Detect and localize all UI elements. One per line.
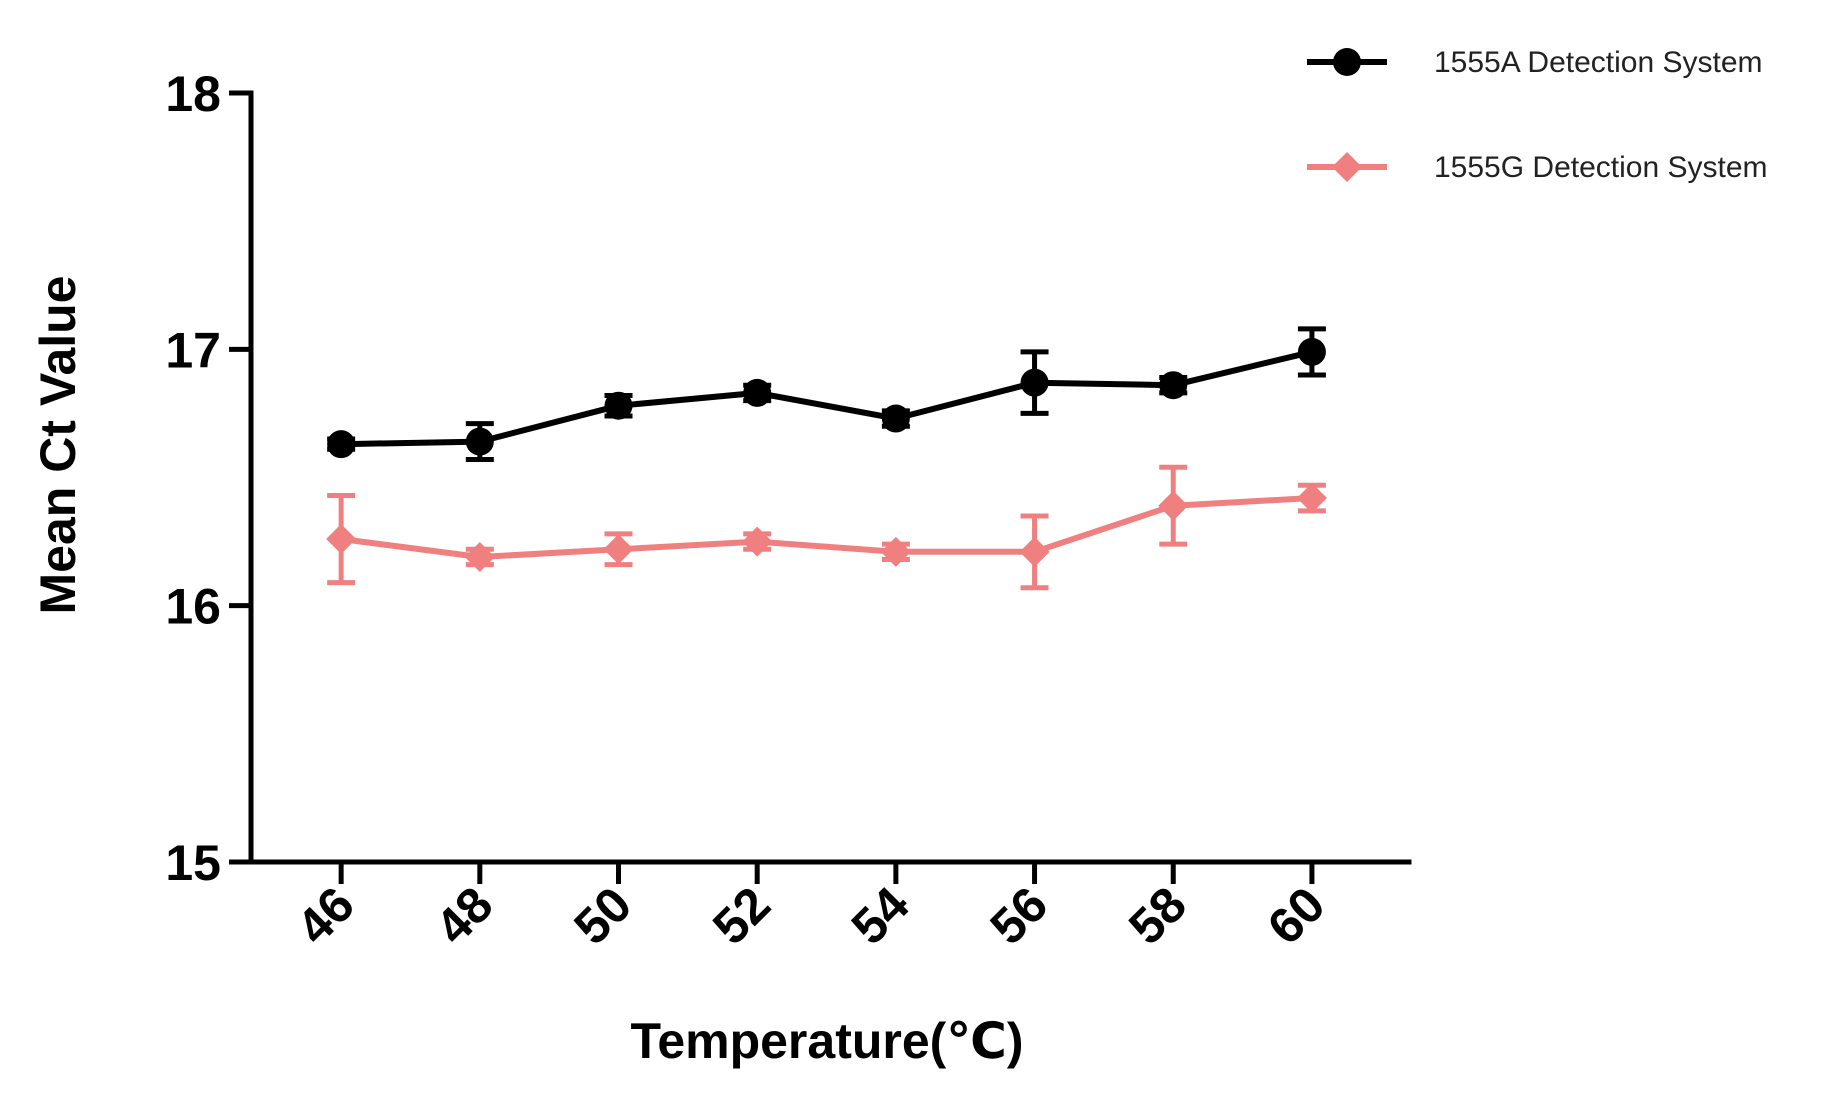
legend-marker bbox=[1332, 152, 1362, 182]
series-1 bbox=[327, 326, 1326, 463]
data-point bbox=[326, 524, 357, 555]
data-point bbox=[604, 391, 633, 420]
x-tick-label: 56 bbox=[979, 876, 1058, 955]
legend: 1555A Detection System 1555G Detection Sy… bbox=[1307, 46, 1768, 184]
data-point bbox=[880, 536, 911, 567]
x-axis-title: Temperature(℃) bbox=[630, 1013, 1023, 1069]
series-layer bbox=[326, 326, 1327, 591]
y-axis-title: Mean Ct Value bbox=[30, 276, 86, 615]
x-ticks: 46 48 50 52 54 56 58 60 bbox=[286, 862, 1336, 955]
legend-label: 1555A Detection System bbox=[1434, 46, 1763, 79]
axes bbox=[248, 90, 1412, 865]
y-tick-label: 18 bbox=[165, 66, 221, 122]
x-tick-label: 50 bbox=[563, 876, 642, 955]
legend-label: 1555G Detection System bbox=[1434, 151, 1768, 184]
data-point bbox=[1020, 368, 1049, 397]
data-point bbox=[465, 427, 494, 456]
series-line bbox=[340, 495, 1313, 560]
x-tick-label: 48 bbox=[425, 876, 504, 955]
y-ticks: 15 16 17 18 bbox=[165, 66, 251, 891]
x-tick-label: 46 bbox=[286, 876, 365, 955]
data-point bbox=[1159, 371, 1188, 400]
data-point bbox=[327, 430, 356, 459]
data-point bbox=[1019, 536, 1050, 567]
series-line bbox=[341, 348, 1313, 448]
series-2 bbox=[326, 464, 1327, 591]
legend-marker bbox=[1333, 48, 1361, 76]
data-point bbox=[603, 534, 634, 565]
y-tick-label: 17 bbox=[165, 322, 221, 378]
data-point bbox=[743, 378, 772, 407]
data-point bbox=[742, 526, 773, 557]
data-point bbox=[1297, 337, 1326, 366]
data-point bbox=[1158, 490, 1189, 521]
x-tick-label: 60 bbox=[1257, 876, 1336, 955]
y-tick-label: 15 bbox=[165, 835, 221, 891]
x-tick-label: 54 bbox=[841, 876, 920, 955]
y-tick-label: 16 bbox=[165, 579, 221, 635]
x-tick-label: 58 bbox=[1118, 876, 1197, 955]
legend-item-2: 1555G Detection System bbox=[1307, 151, 1768, 184]
legend-item-1: 1555A Detection System bbox=[1307, 46, 1763, 79]
data-point bbox=[464, 541, 495, 572]
data-point bbox=[1296, 483, 1327, 514]
data-point bbox=[881, 404, 910, 433]
x-tick-label: 52 bbox=[702, 876, 781, 955]
